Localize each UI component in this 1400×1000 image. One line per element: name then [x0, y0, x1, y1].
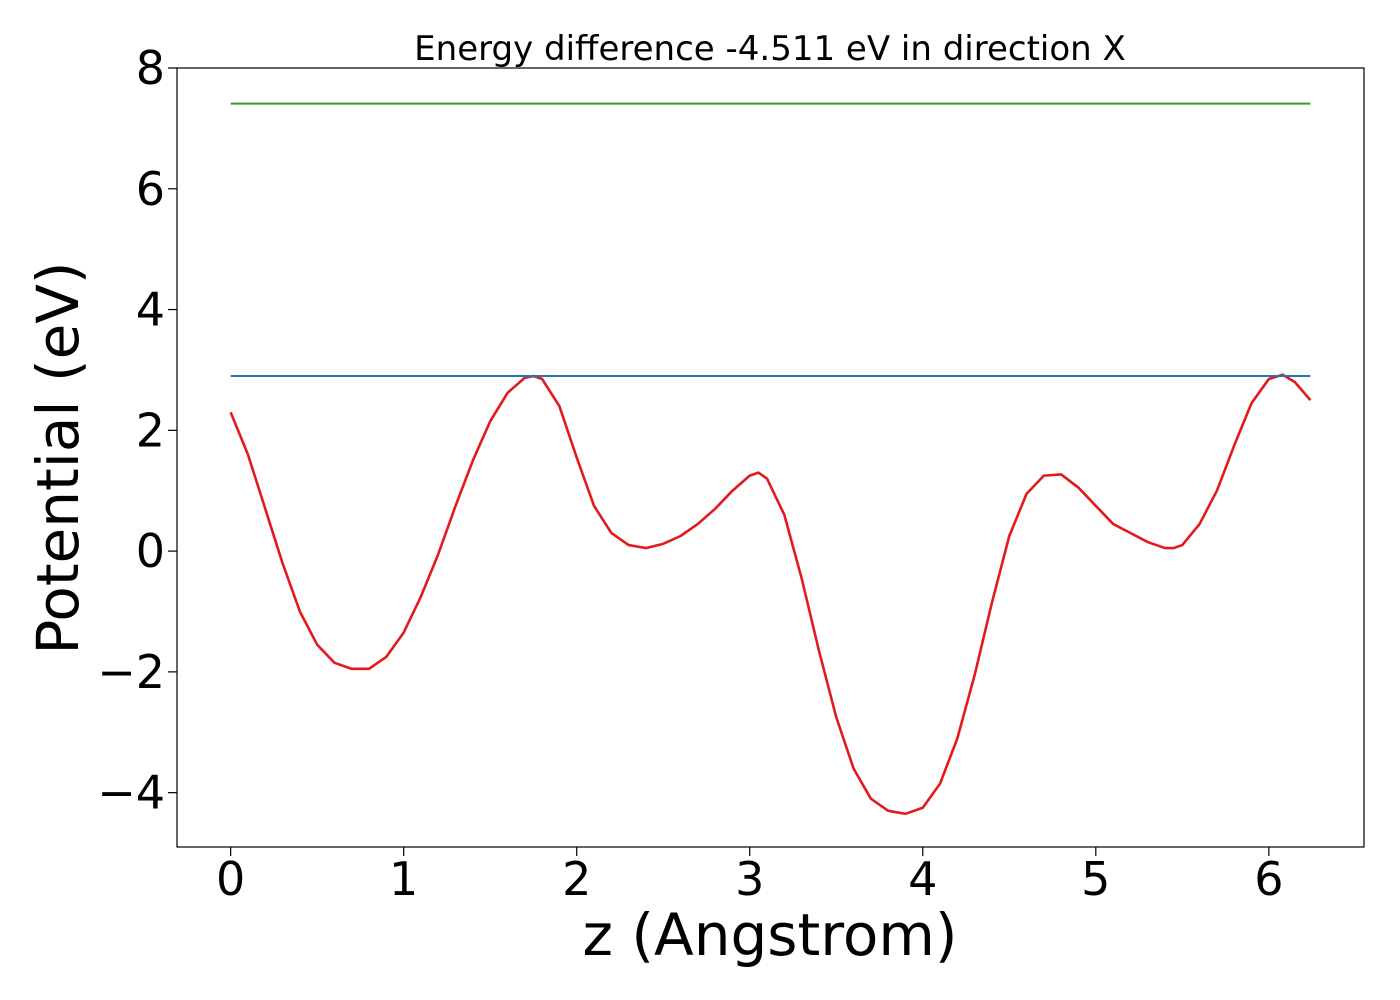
- y-tick-label: −2: [97, 645, 165, 699]
- x-tick-label: 0: [216, 852, 245, 906]
- y-tick-label: 6: [136, 162, 165, 216]
- y-tick-label: 0: [136, 524, 165, 578]
- x-axis-label: z (Angstrom): [583, 901, 958, 969]
- x-tick-label: 2: [562, 852, 591, 906]
- x-tick-label: 6: [1254, 852, 1283, 906]
- x-tick-label: 1: [389, 852, 418, 906]
- y-tick-label: 8: [136, 41, 165, 95]
- plot-frame: [176, 67, 1365, 848]
- x-tick-label: 4: [908, 852, 937, 906]
- chart-title: Energy difference -4.511 eV in direction…: [414, 29, 1126, 69]
- x-tick-label: 3: [735, 852, 764, 906]
- y-tick-label: 4: [136, 283, 165, 337]
- plot-area: 0 1 2 3 4 5 6 −4 −2 0 2 4 6 8: [97, 41, 1365, 906]
- series-line-1: [229, 373, 1312, 816]
- y-tick-label: −4: [97, 766, 165, 820]
- y-tick-label: 2: [136, 403, 165, 457]
- x-tick-label: 5: [1081, 852, 1110, 906]
- y-axis-label: Potential (eV): [24, 261, 92, 654]
